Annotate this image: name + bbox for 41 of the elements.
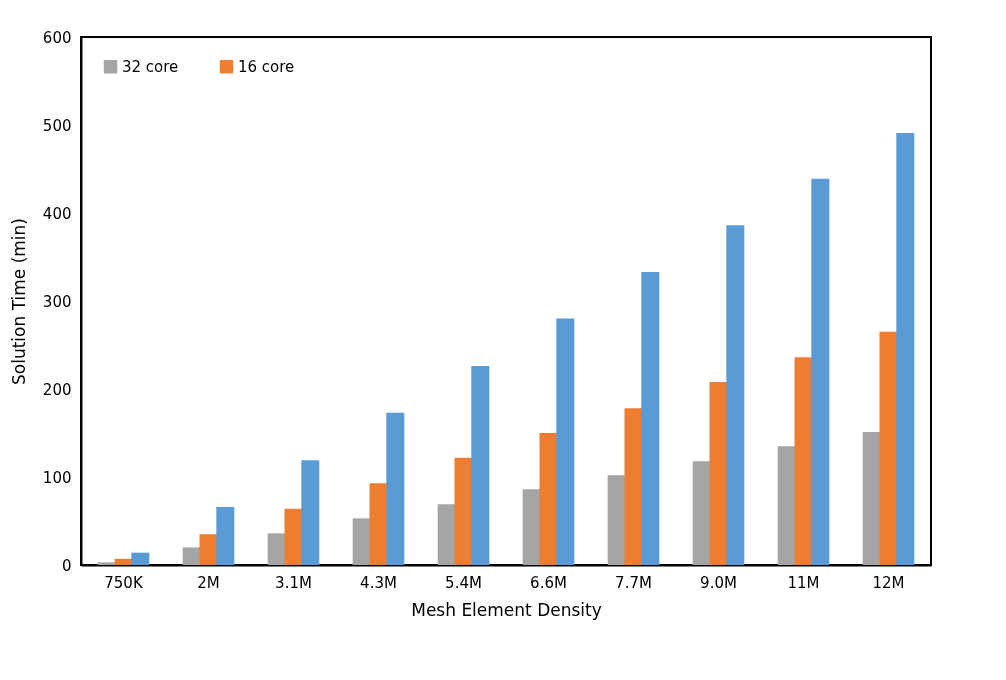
- x-tick-label: 5.4M: [445, 573, 482, 592]
- bar: [97, 562, 116, 565]
- bar: [352, 518, 371, 565]
- bar: [386, 412, 405, 565]
- x-tick-label: 6.6M: [530, 573, 567, 592]
- bar: [437, 504, 456, 565]
- y-tick-label: 400: [42, 204, 72, 223]
- x-tick-label: 4.3M: [360, 573, 397, 592]
- bar: [641, 271, 660, 565]
- x-tick-label: 2M: [197, 573, 220, 592]
- y-tick-label: 100: [42, 468, 72, 487]
- y-tick-label: 600: [42, 28, 72, 47]
- y-tick-label: 200: [42, 380, 72, 399]
- bar: [301, 460, 320, 565]
- bar: [182, 547, 201, 565]
- y-tick-label: 500: [42, 116, 72, 135]
- x-tick-label: 7.7M: [615, 573, 652, 592]
- x-tick-label: 11M: [787, 573, 820, 592]
- x-tick-label: 9.0M: [700, 573, 737, 592]
- bar: [692, 461, 711, 565]
- y-axis-title: Solution Time (min): [8, 218, 29, 385]
- bar: [471, 366, 490, 565]
- bar: [267, 533, 286, 565]
- y-tick-label: 300: [42, 292, 72, 311]
- x-tick-label: 750K: [104, 573, 144, 592]
- bar: [522, 489, 541, 565]
- y-tick-label: 0: [61, 556, 72, 575]
- bar: [811, 178, 830, 565]
- bar: [131, 552, 150, 565]
- bar: [607, 475, 626, 565]
- bar: [726, 225, 745, 565]
- legend-label: 32 core: [122, 57, 179, 76]
- x-tick-label: 3.1M: [275, 573, 312, 592]
- bar: [862, 432, 881, 565]
- x-tick-label: 12M: [872, 573, 905, 592]
- bar: [896, 132, 915, 565]
- bar: [216, 506, 235, 565]
- bar: [777, 446, 796, 565]
- legend-label: 16 core: [238, 57, 295, 76]
- bar: [556, 318, 575, 565]
- x-axis-title: Mesh Element Density: [411, 599, 602, 620]
